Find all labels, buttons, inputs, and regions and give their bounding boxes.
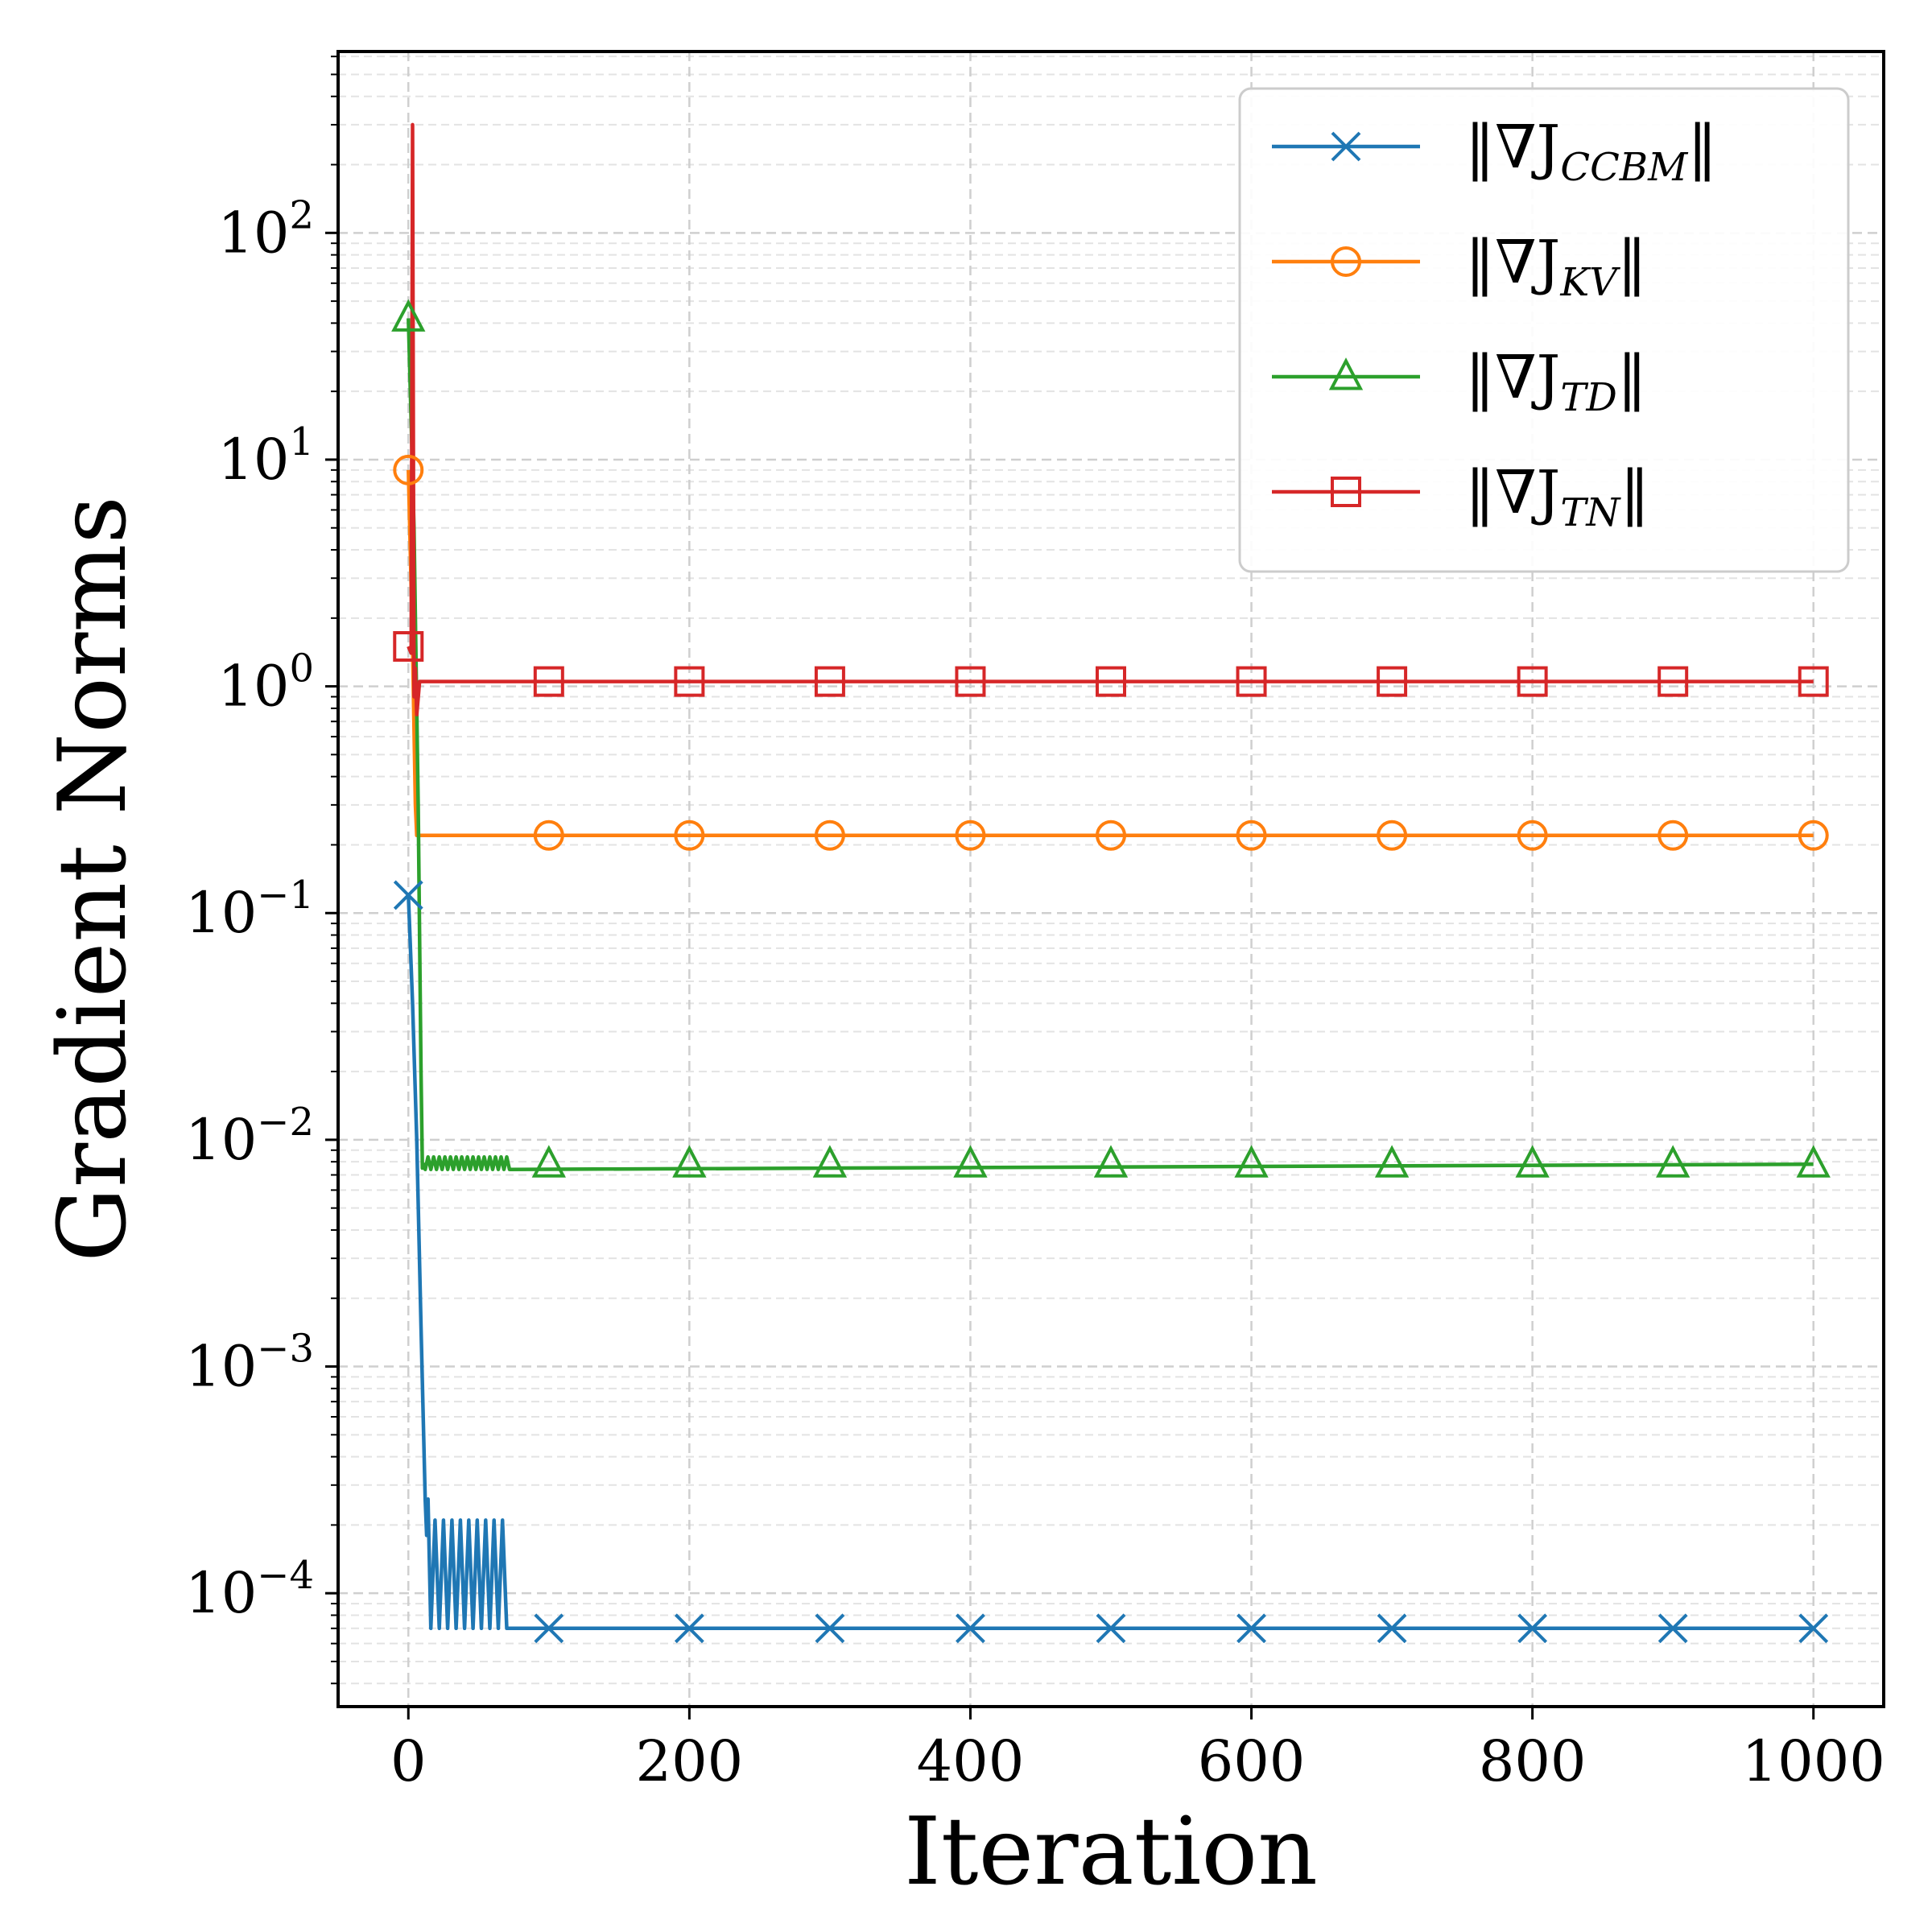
data-point-ccbm xyxy=(1096,1613,1126,1644)
x-tick-label: 400 xyxy=(917,1728,1025,1794)
data-point-td xyxy=(1796,1145,1831,1178)
legend: ‖∇JCCBM‖ ‖∇JKV‖ ‖∇JTD‖ ‖∇JTN‖ xyxy=(1238,87,1850,573)
data-point-td xyxy=(1656,1145,1690,1178)
data-point-tn xyxy=(1657,666,1689,697)
data-point-kv xyxy=(1236,819,1267,851)
data-point-tn xyxy=(955,666,986,697)
y-tick-label: 100 xyxy=(217,646,314,720)
data-point-ccbm xyxy=(393,880,423,910)
legend-label: ‖∇JTD‖ xyxy=(1465,343,1647,420)
marker-stroke xyxy=(674,1613,704,1644)
legend-marker xyxy=(1328,357,1364,390)
data-point-td xyxy=(1374,1145,1410,1178)
data-point-td xyxy=(672,1145,707,1178)
data-point-tn xyxy=(533,666,564,697)
legend-entry-tn: ‖∇JTN‖ xyxy=(1272,458,1649,535)
data-point-kv xyxy=(1096,819,1126,851)
legend-label: ‖∇JTN‖ xyxy=(1465,458,1649,535)
series-lines xyxy=(407,122,1814,1631)
data-point-td xyxy=(1515,1145,1550,1178)
data-point-td xyxy=(1093,1145,1129,1178)
marker-stroke xyxy=(1096,1613,1126,1644)
series-markers xyxy=(391,299,1831,1644)
data-point-td xyxy=(812,1145,848,1178)
legend-marker xyxy=(1331,131,1361,162)
y-tick-label: 10−1 xyxy=(185,873,314,946)
x-axis-title: Iteration xyxy=(904,1798,1318,1906)
data-point-kv xyxy=(1657,819,1689,851)
marker-stroke xyxy=(1657,1613,1688,1644)
x-tick-label: 800 xyxy=(1479,1728,1587,1794)
series-line-ccbm xyxy=(407,894,1814,1631)
x-tick-label: 600 xyxy=(1198,1728,1306,1794)
x-tick-label: 1000 xyxy=(1742,1728,1885,1794)
data-point-tn xyxy=(1517,666,1548,697)
y-tick-label: 10−4 xyxy=(185,1553,314,1626)
data-point-kv xyxy=(533,819,564,851)
data-point-kv xyxy=(674,819,705,851)
data-point-tn xyxy=(1798,666,1829,697)
data-point-ccbm xyxy=(815,1613,845,1644)
legend-entry-td: ‖∇JTD‖ xyxy=(1272,343,1647,420)
series-line-td xyxy=(407,318,1814,1171)
data-point-kv xyxy=(814,819,845,851)
legend-entry-ccbm: ‖∇JCCBM‖ xyxy=(1272,113,1717,190)
y-tick-label: 10−2 xyxy=(185,1100,314,1173)
marker-stroke xyxy=(1377,1613,1407,1644)
data-point-tn xyxy=(814,666,845,697)
data-point-td xyxy=(1234,1145,1269,1178)
data-point-kv xyxy=(1377,819,1408,851)
data-point-kv xyxy=(1517,819,1548,851)
data-point-td xyxy=(391,299,426,332)
data-point-kv xyxy=(1798,819,1829,851)
data-point-tn xyxy=(1377,666,1408,697)
data-point-ccbm xyxy=(534,1613,564,1644)
y-tick-label: 101 xyxy=(217,419,314,493)
data-point-ccbm xyxy=(1517,1613,1548,1644)
data-point-ccbm xyxy=(1657,1613,1688,1644)
marker-stroke xyxy=(534,1613,564,1644)
x-tick-label: 200 xyxy=(636,1728,744,1794)
marker-stroke xyxy=(1798,1613,1829,1644)
data-point-tn xyxy=(393,631,424,663)
data-point-ccbm xyxy=(674,1613,704,1644)
axis-ticks: 102 101 100 10−1 10−2 10−3 10−4 0 200 400 600 800 10… xyxy=(185,56,1885,1794)
y-axis-title: Gradient Norms xyxy=(39,496,147,1262)
x-tick-label: 0 xyxy=(390,1728,427,1794)
data-point-ccbm xyxy=(956,1613,985,1644)
legend-entry-kv: ‖∇JKV‖ xyxy=(1272,228,1647,305)
legend-label: ‖∇JKV‖ xyxy=(1465,228,1647,305)
series-line-tn xyxy=(407,122,1814,717)
data-point-td xyxy=(531,1145,566,1178)
data-point-tn xyxy=(1096,666,1126,697)
data-point-ccbm xyxy=(1798,1613,1829,1644)
marker-stroke xyxy=(393,880,423,910)
data-point-ccbm xyxy=(1377,1613,1407,1644)
y-tick-label: 102 xyxy=(217,192,314,266)
data-point-td xyxy=(953,1145,988,1178)
data-point-kv xyxy=(955,819,986,851)
plot-frame xyxy=(336,50,1885,1708)
legend-marker xyxy=(1331,477,1361,507)
y-tick-label: 10−3 xyxy=(185,1327,314,1400)
marker-stroke xyxy=(815,1613,845,1644)
legend-marker xyxy=(1331,246,1361,277)
data-point-ccbm xyxy=(1236,1613,1266,1644)
marker-stroke xyxy=(1517,1613,1548,1644)
marker-stroke xyxy=(956,1613,985,1644)
data-point-tn xyxy=(1236,666,1267,697)
marker-stroke xyxy=(1331,131,1361,162)
marker-stroke xyxy=(1236,1613,1266,1644)
legend-label: ‖∇JCCBM‖ xyxy=(1465,113,1717,190)
legend-box xyxy=(1238,87,1850,573)
data-point-kv xyxy=(393,454,424,485)
data-point-tn xyxy=(674,666,705,697)
